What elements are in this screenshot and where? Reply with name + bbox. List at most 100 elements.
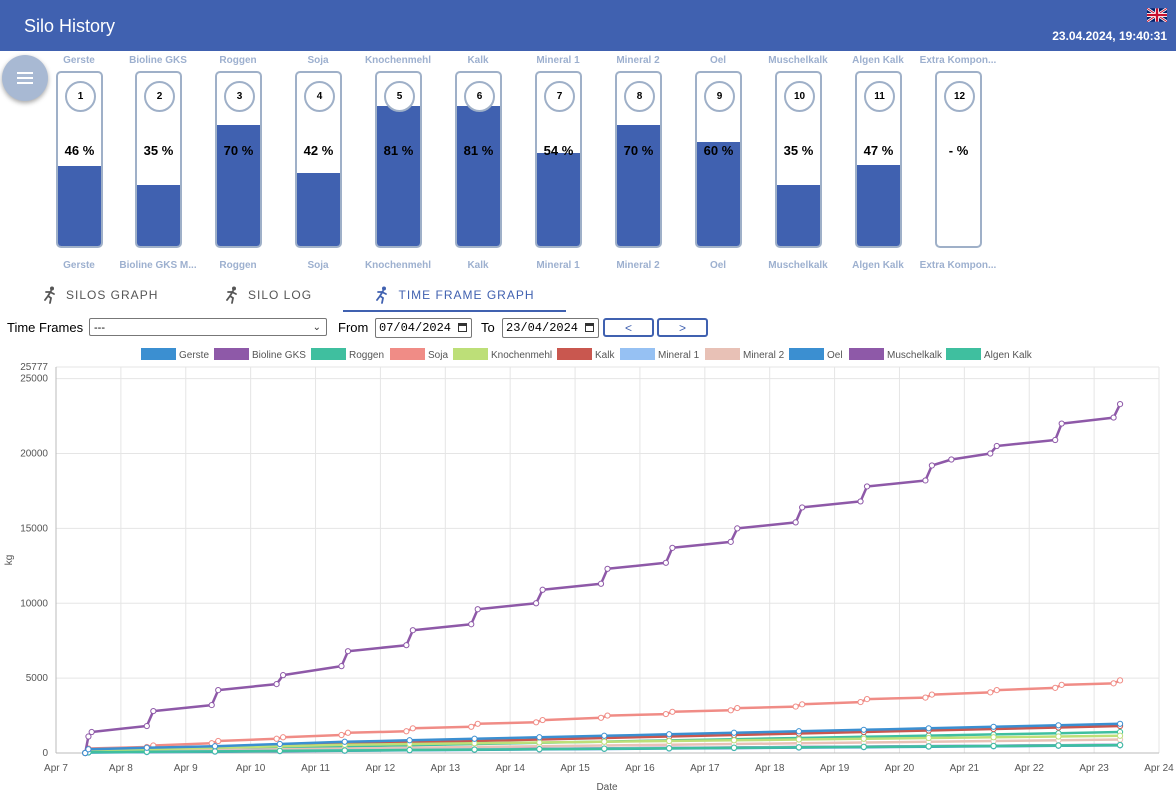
data-point[interactable] [863, 695, 871, 703]
data-point[interactable] [150, 707, 157, 715]
to-date-input[interactable]: 23/04/2024 [502, 318, 599, 338]
data-point[interactable] [727, 707, 734, 714]
data-point[interactable] [1058, 420, 1065, 427]
data-point[interactable] [539, 586, 546, 593]
from-date-input[interactable]: 07/04/2024 [375, 318, 472, 338]
tab-silo-log[interactable]: SILO LOG [224, 280, 344, 310]
data-point[interactable] [734, 704, 741, 712]
data-point[interactable] [468, 621, 475, 628]
data-point[interactable] [208, 701, 215, 709]
data-point[interactable] [1052, 684, 1059, 691]
data-point[interactable] [601, 738, 608, 745]
data-point[interactable] [601, 732, 608, 739]
data-point[interactable] [727, 538, 734, 545]
legend-label[interactable]: Bioline GKS [252, 350, 306, 361]
data-point[interactable] [211, 748, 219, 755]
legend-swatch[interactable] [705, 348, 740, 360]
legend-swatch[interactable] [390, 348, 425, 360]
data-point[interactable] [666, 731, 673, 738]
data-point[interactable] [597, 714, 605, 721]
data-point[interactable] [860, 743, 867, 750]
data-point[interactable] [925, 734, 932, 742]
data-point[interactable] [341, 738, 348, 745]
data-point[interactable] [344, 648, 352, 655]
uk-flag-icon[interactable] [1147, 8, 1167, 22]
data-point[interactable] [730, 729, 738, 736]
data-point[interactable] [85, 733, 92, 740]
data-point[interactable] [730, 744, 738, 751]
data-point[interactable] [662, 559, 669, 566]
legend-swatch[interactable] [557, 348, 592, 360]
data-point[interactable] [990, 742, 997, 750]
tab-silos-graph[interactable]: SILOS GRAPH [42, 280, 182, 310]
data-point[interactable] [468, 723, 475, 730]
silo-12[interactable]: Extra Kompon... 12 - % Extra Kompon... [913, 52, 1003, 274]
data-point[interactable] [928, 691, 936, 698]
calendar-icon[interactable] [458, 323, 467, 332]
data-point[interactable] [536, 739, 543, 746]
data-point[interactable] [795, 728, 803, 735]
data-point[interactable] [82, 749, 89, 757]
data-point[interactable] [987, 450, 994, 457]
data-point[interactable] [1055, 742, 1062, 749]
data-point[interactable] [990, 734, 997, 741]
data-point[interactable] [1058, 681, 1065, 688]
data-point[interactable] [539, 716, 546, 724]
data-point[interactable] [276, 747, 283, 755]
data-point[interactable] [669, 544, 676, 551]
tab-time-frame-graph[interactable]: TIME FRAME GRAPH [343, 280, 566, 312]
time-frames-select[interactable]: --- ⌄ [89, 318, 327, 336]
previous-period-button[interactable]: < [603, 318, 654, 337]
data-point[interactable] [925, 725, 932, 732]
data-point[interactable] [1116, 732, 1124, 739]
legend-swatch[interactable] [620, 348, 655, 360]
data-point[interactable] [471, 746, 478, 753]
silo-9[interactable]: Oel 9 60 % Oel [673, 52, 763, 274]
data-point[interactable] [474, 606, 481, 613]
legend-swatch[interactable] [849, 348, 884, 360]
legend-label[interactable]: Oel [827, 350, 843, 361]
data-point[interactable] [993, 442, 1000, 450]
data-point[interactable] [536, 734, 543, 741]
data-point[interactable] [85, 746, 92, 753]
legend-label[interactable]: Roggen [349, 350, 384, 361]
data-point[interactable] [338, 663, 345, 670]
data-point[interactable] [993, 687, 1000, 694]
data-point[interactable] [1052, 436, 1059, 444]
legend-label[interactable]: Mineral 1 [658, 350, 700, 361]
calendar-icon[interactable] [585, 323, 594, 332]
data-point[interactable] [662, 710, 669, 718]
data-point[interactable] [88, 728, 95, 736]
data-point[interactable] [276, 740, 283, 748]
data-point[interactable] [279, 734, 287, 741]
silo-3[interactable]: Roggen 3 70 % Roggen [193, 52, 283, 274]
data-point[interactable] [860, 735, 867, 742]
data-point[interactable] [857, 698, 864, 706]
legend-label[interactable]: Muschelkalk [887, 350, 943, 361]
data-point[interactable] [471, 735, 478, 742]
data-point[interactable] [863, 483, 871, 490]
data-point[interactable] [344, 729, 352, 736]
silo-6[interactable]: Kalk 6 81 % Kalk [433, 52, 523, 274]
silo-1[interactable]: Gerste 1 46 % Gerste [34, 52, 124, 274]
data-point[interactable] [1110, 680, 1117, 687]
data-point[interactable] [792, 703, 799, 710]
legend-label[interactable]: Knochenmehl [491, 350, 552, 361]
legend-swatch[interactable] [141, 348, 176, 360]
data-point[interactable] [990, 723, 997, 730]
data-point[interactable] [273, 681, 280, 688]
silo-2[interactable]: Bioline GKS 2 35 % Bioline GKS M... [113, 52, 203, 274]
data-point[interactable] [211, 743, 219, 750]
silo-8[interactable]: Mineral 2 8 70 % Mineral 2 [593, 52, 683, 274]
legend-label[interactable]: Gerste [179, 350, 209, 361]
data-point[interactable] [536, 746, 543, 753]
data-point[interactable] [734, 525, 741, 532]
silo-7[interactable]: Mineral 1 7 54 % Mineral 1 [513, 52, 603, 274]
data-point[interactable] [948, 456, 955, 463]
legend-label[interactable]: Algen Kalk [984, 350, 1033, 361]
data-point[interactable] [143, 722, 150, 730]
silo-4[interactable]: Soja 4 42 % Soja [273, 52, 363, 274]
menu-button[interactable] [2, 55, 48, 101]
data-point[interactable] [795, 736, 803, 743]
data-point[interactable] [922, 694, 929, 701]
